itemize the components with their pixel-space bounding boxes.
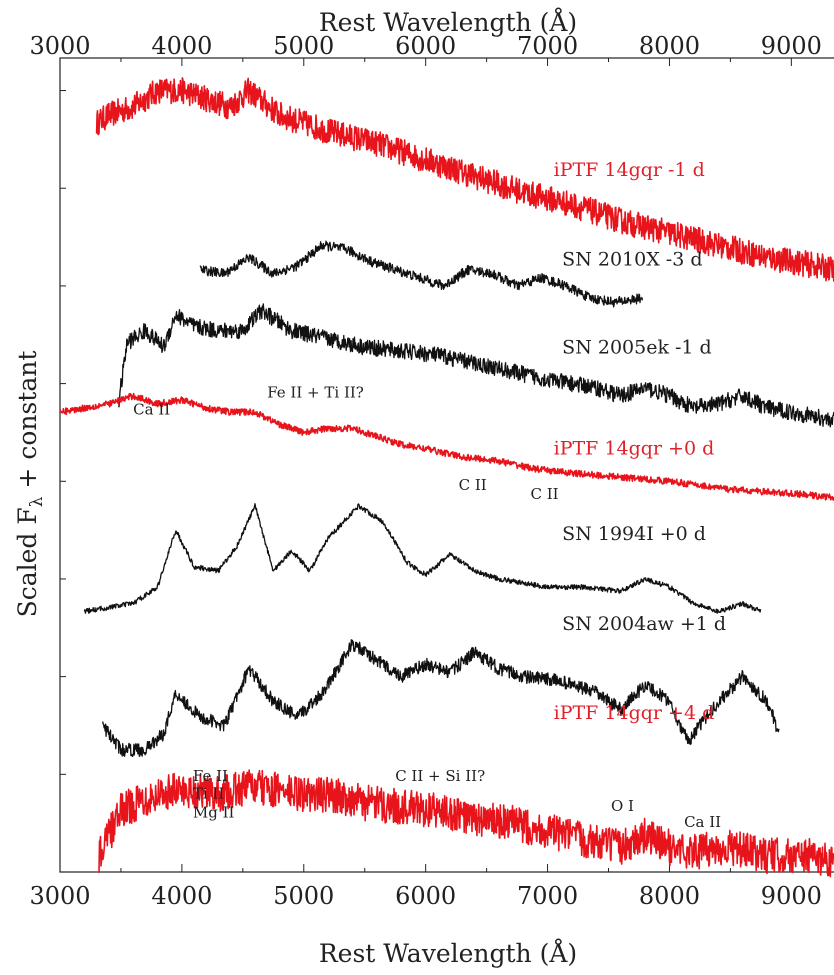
x-tick-label-top: 7000 xyxy=(517,32,578,60)
bottom-axis-title: Rest Wavelength (Å) xyxy=(319,938,577,968)
line-annotation: Fe II + Ti II? xyxy=(267,383,364,401)
x-tick-label-top: 9000 xyxy=(761,32,822,60)
line-annotation: Ca II xyxy=(684,813,721,831)
series-line-4 xyxy=(83,503,762,614)
y-axis-title-main: Scaled F xyxy=(13,507,42,617)
x-tick-label-bottom: 8000 xyxy=(639,882,700,910)
x-tick-label-top: 3000 xyxy=(29,32,90,60)
line-annotation: Fe II xyxy=(193,767,228,785)
line-annotation: C II xyxy=(459,476,487,494)
line-annotation: Mg II xyxy=(193,803,235,821)
x-tick-label-top: 8000 xyxy=(639,32,700,60)
x-tick-label-bottom: 6000 xyxy=(395,882,456,910)
line-annotation: O I xyxy=(611,797,634,815)
series-line-2 xyxy=(117,303,834,428)
series-line-5 xyxy=(102,639,780,758)
series-label: SN 1994I +0 d xyxy=(562,523,706,545)
x-tick-label-top: 4000 xyxy=(151,32,212,60)
series-label: SN 2005ek -1 d xyxy=(562,336,712,358)
series-line-3 xyxy=(59,392,834,501)
y-axis-title: Scaled Fλ + constant xyxy=(13,351,47,618)
series-labels: iPTF 14gqr -1 d SN 2010X -3 d SN 2005ek -1… xyxy=(554,159,726,724)
x-tick-label-top: 5000 xyxy=(273,32,334,60)
x-tick-label-top: 6000 xyxy=(395,32,456,60)
x-tick-label-bottom: 7000 xyxy=(517,882,578,910)
series-label: iPTF 14gqr -1 d xyxy=(554,159,705,181)
plot-frame xyxy=(59,57,834,873)
line-annotation: Ca II xyxy=(133,401,170,419)
series-line-6 xyxy=(98,769,834,878)
y-axis-title-suffix: + constant xyxy=(13,351,42,497)
top-axis-title: Rest Wavelength (Å) xyxy=(319,7,577,37)
line-annotation: C II + Si II? xyxy=(395,767,485,785)
series-label: iPTF 14gqr +4 d xyxy=(554,702,715,724)
series-label: SN 2004aw +1 d xyxy=(562,613,726,635)
x-tick-label-bottom: 5000 xyxy=(273,882,334,910)
line-annotation: Ti II xyxy=(193,785,224,803)
y-axis-title-sub: λ xyxy=(27,496,47,507)
x-tick-label-bottom: 4000 xyxy=(151,882,212,910)
line-annotation: C II xyxy=(530,485,558,503)
x-tick-label-bottom: 3000 xyxy=(29,882,90,910)
series-label: iPTF 14gqr +0 d xyxy=(554,437,715,459)
series-layer xyxy=(59,77,834,878)
series-line-0 xyxy=(95,77,834,282)
series-line-1 xyxy=(199,240,644,308)
x-tick-label-bottom: 9000 xyxy=(761,882,822,910)
tick-labels: 3000 3000 4000 4000 5000 5000 6000 6000 7000 7000… xyxy=(29,32,821,910)
series-label: SN 2010X -3 d xyxy=(562,249,702,271)
